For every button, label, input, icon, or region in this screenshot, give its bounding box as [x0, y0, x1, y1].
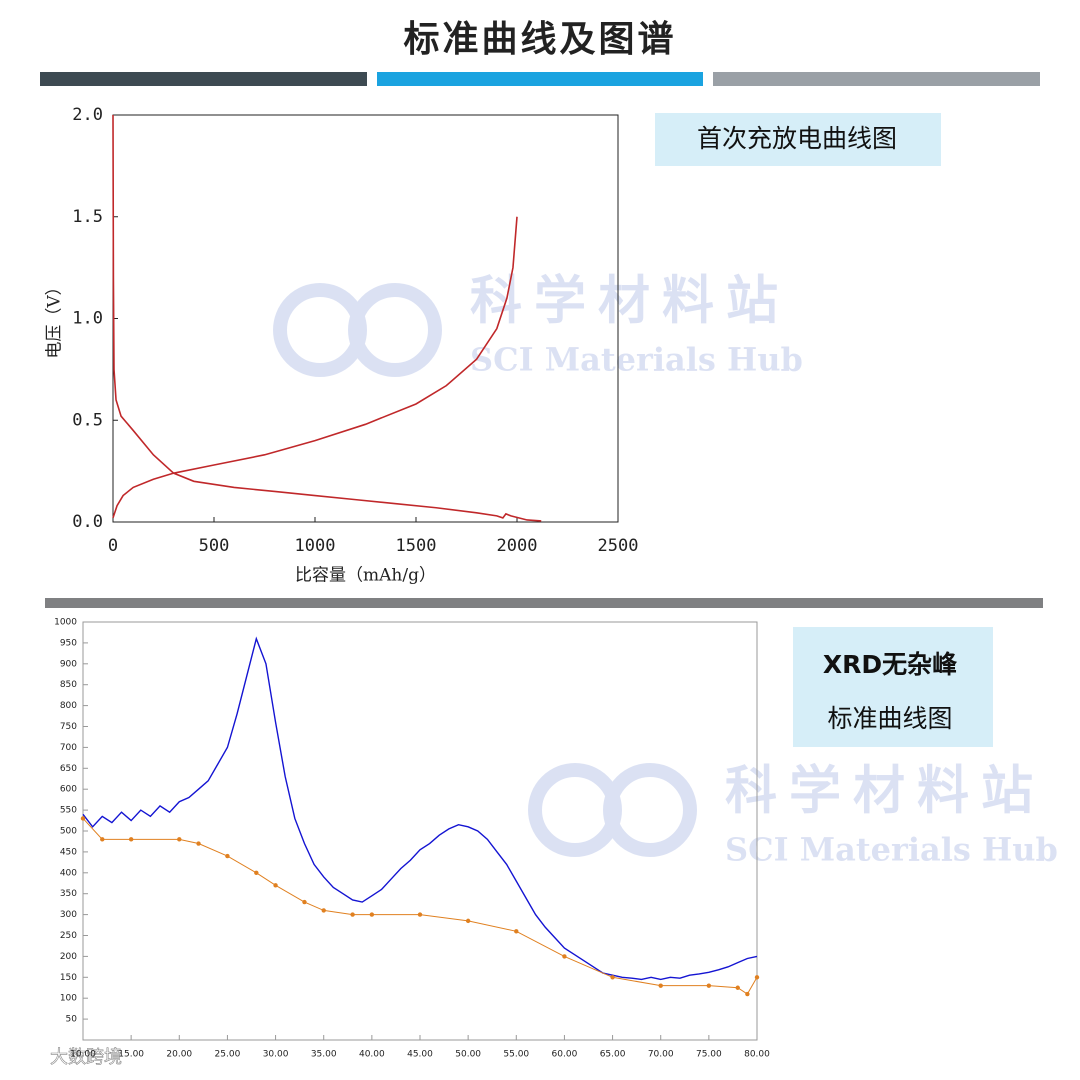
y-tick-label: 0.5	[72, 410, 103, 430]
y-tick-label: 950	[60, 638, 77, 648]
y-tick-label: 200	[60, 952, 77, 962]
y-tick-label: 400	[60, 868, 77, 878]
data-line	[82, 636, 758, 981]
annotation: 标准曲线图	[827, 704, 952, 733]
x-tick-label: 0	[108, 536, 118, 556]
x-tick-label: 65.00	[600, 1050, 626, 1060]
y-tick-label: 1.5	[72, 207, 103, 227]
y-tick-label: 800	[60, 701, 77, 711]
data-point	[706, 983, 712, 988]
data-line	[112, 216, 518, 519]
x-tick-label: 45.00	[407, 1050, 433, 1060]
data-point	[369, 912, 375, 917]
data-point	[350, 912, 355, 917]
data-point	[417, 912, 423, 917]
y-tick-label: 1000	[54, 618, 77, 628]
x-tick-label: 20.00	[166, 1050, 192, 1060]
x-tick-label: 10.00	[70, 1050, 96, 1060]
annotation: XRD无杂峰	[823, 650, 957, 679]
data-point	[196, 841, 201, 846]
footer-source: 大数跨境	[50, 1047, 122, 1068]
data-point	[254, 870, 259, 875]
annotation: 首次充放电曲线图	[697, 124, 897, 153]
x-tick-label: 70.00	[648, 1050, 674, 1060]
data-line	[112, 114, 542, 522]
x-tick-label: 80.00	[744, 1050, 770, 1060]
y-tick-label: 100	[60, 994, 77, 1004]
x-tick-label: 25.00	[215, 1050, 241, 1060]
header-bar	[377, 72, 703, 86]
y-tick-label: 50	[66, 1015, 78, 1025]
x-axis-label: 比容量（mAh/g）	[295, 566, 436, 586]
y-tick-label: 1.0	[72, 309, 103, 329]
divider	[45, 598, 1043, 608]
y-tick-label: 850	[60, 680, 77, 690]
data-point	[177, 837, 182, 842]
x-tick-label: 15.00	[118, 1050, 144, 1060]
data-point	[302, 899, 307, 905]
data-point	[273, 883, 278, 888]
page-title: 标准曲线及图谱	[403, 18, 676, 60]
x-tick-label: 1500	[396, 536, 437, 556]
data-point	[610, 975, 615, 980]
watermark-text: 科学材料站	[725, 761, 1045, 822]
y-tick-label: 600	[60, 785, 77, 795]
x-tick-label: 2500	[598, 536, 639, 556]
watermark: 科学材料站 SCI Materials Hub 科学材料站 SCI Materi…	[273, 271, 1058, 869]
data-point	[465, 918, 471, 924]
header-bar	[713, 72, 1040, 86]
x-tick-label: 40.00	[359, 1050, 385, 1060]
data-point	[658, 983, 663, 988]
data-point	[735, 985, 740, 990]
data-point	[745, 991, 750, 997]
data-point	[128, 837, 134, 842]
annotation-box	[793, 627, 993, 747]
y-axis-label: 电压（V）	[45, 278, 65, 358]
header-bar	[40, 72, 367, 86]
y-tick-label: 250	[60, 931, 77, 941]
x-tick-label: 35.00	[311, 1050, 337, 1060]
x-tick-label: 30.00	[263, 1050, 289, 1060]
data-point	[80, 816, 86, 821]
y-tick-label: 750	[60, 722, 77, 732]
y-tick-label: 550	[60, 806, 77, 816]
x-tick-label: 2000	[497, 536, 538, 556]
plot-frame	[82, 621, 758, 1041]
y-tick-label: 0.0	[72, 512, 103, 532]
data-point	[100, 837, 105, 842]
y-tick-label: 300	[60, 910, 77, 920]
x-tick-label: 500	[199, 536, 230, 556]
watermark-icon	[348, 283, 442, 377]
watermark-text: SCI Materials Hub	[725, 831, 1058, 869]
watermark-text: SCI Materials Hub	[470, 341, 803, 379]
x-tick-label: 60.00	[552, 1050, 578, 1060]
y-tick-label: 900	[60, 659, 77, 669]
watermark-icon	[603, 763, 697, 857]
y-tick-label: 350	[60, 889, 77, 899]
y-tick-label: 150	[60, 973, 77, 983]
x-tick-label: 55.00	[503, 1050, 529, 1060]
watermark-icon	[273, 283, 367, 377]
data-point	[514, 929, 519, 934]
y-tick-label: 650	[60, 764, 77, 774]
y-tick-label: 500	[60, 827, 77, 837]
data-point	[754, 975, 760, 980]
annotation-box	[655, 113, 941, 166]
y-tick-label: 700	[60, 743, 77, 753]
x-tick-label: 50.00	[455, 1050, 481, 1060]
watermark-icon	[528, 763, 622, 857]
data-point	[562, 954, 567, 959]
y-tick-label: 450	[60, 847, 77, 857]
data-point	[321, 908, 326, 913]
data-point	[225, 853, 230, 859]
x-tick-label: 75.00	[696, 1050, 722, 1060]
data-line	[82, 818, 758, 995]
watermark-text: 科学材料站	[470, 271, 790, 332]
x-tick-label: 1000	[295, 536, 336, 556]
y-tick-label: 2.0	[72, 105, 103, 125]
